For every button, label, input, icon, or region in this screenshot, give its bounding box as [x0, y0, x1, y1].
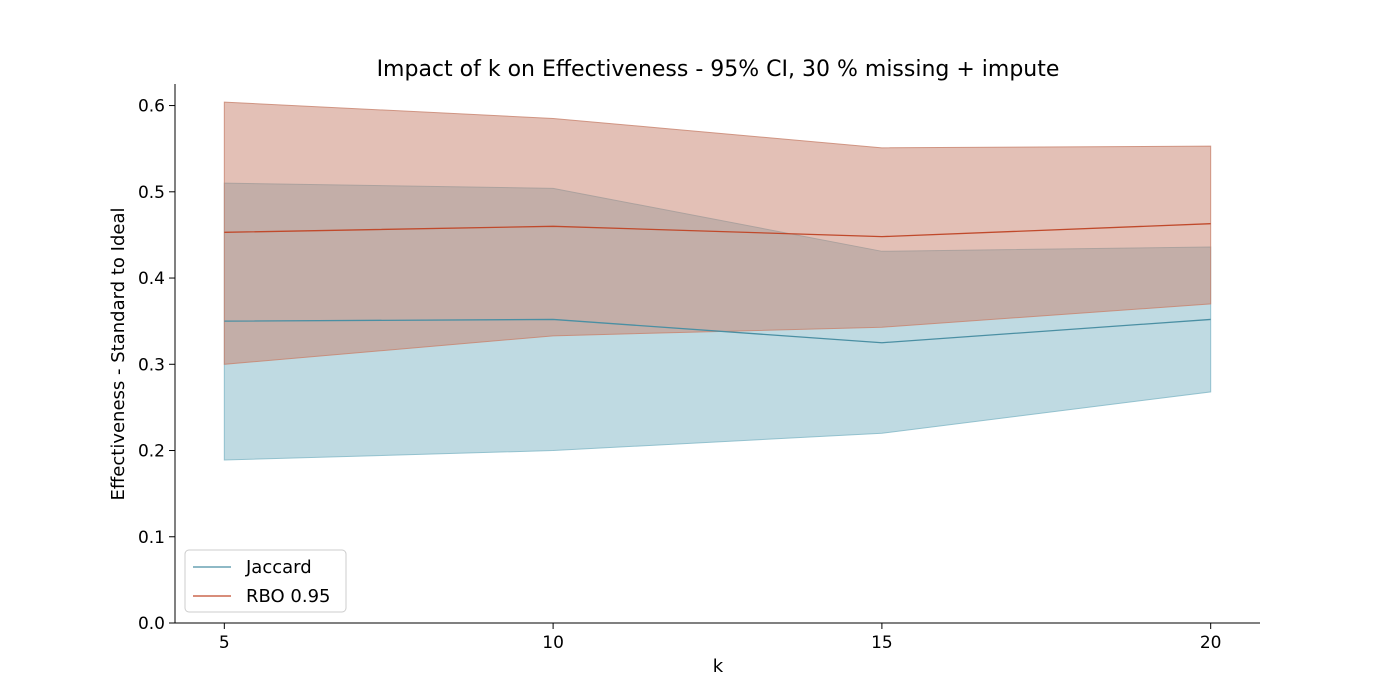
y-tick-label: 0.0 — [138, 614, 165, 634]
y-tick-label: 0.3 — [138, 355, 165, 375]
axes-group — [174, 84, 1260, 624]
x-tick-label: 15 — [871, 633, 893, 653]
x-tick-label: 5 — [219, 633, 230, 653]
legend: Jaccard RBO 0.95 — [184, 549, 347, 613]
ci-bands-group — [223, 101, 1212, 461]
y-tick-label: 0.6 — [138, 97, 165, 117]
legend-label: Jaccard — [245, 557, 312, 578]
x-axis-label: k — [713, 656, 724, 677]
ci-band-rbo-0-95 — [223, 101, 1212, 365]
legend-label: RBO 0.95 — [246, 586, 331, 607]
y-tick-label: 0.1 — [138, 528, 165, 548]
x-tick-label: 10 — [542, 633, 564, 653]
series-lines-group — [224, 223, 1211, 344]
chart-title: Impact of k on Effectiveness - 95% CI, 3… — [377, 57, 1060, 82]
y-axis-label: Effectiveness - Standard to Ideal — [108, 208, 129, 501]
y-tick-label: 0.4 — [138, 269, 165, 289]
x-tick-label: 20 — [1200, 633, 1222, 653]
series-line-rbo-0-95 — [224, 223, 1211, 238]
y-ticks-group: 0.0 0.1 0.2 0.3 0.4 0.5 0.6 — [138, 97, 175, 634]
y-tick-label: 0.2 — [138, 442, 165, 462]
x-ticks-group: 5 10 15 20 — [219, 623, 1222, 653]
series-line-jaccard — [224, 318, 1211, 344]
y-tick-label: 0.5 — [138, 183, 165, 203]
